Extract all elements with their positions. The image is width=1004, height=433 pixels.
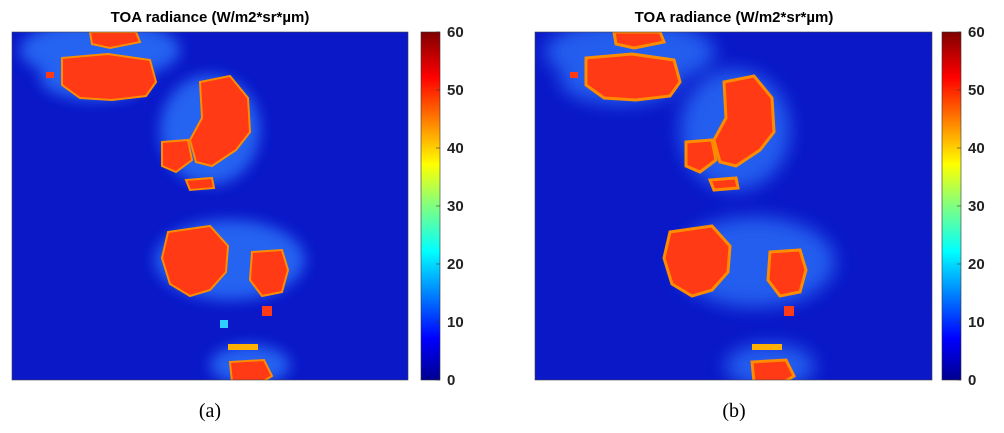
- colorbar-tick-label: 50: [968, 82, 985, 99]
- panel-b-colorbar-ticks: 0 10 20 30 40 50 60: [957, 24, 985, 389]
- panel-a-heatmap: [20, 32, 305, 380]
- panel-a-title: TOA radiance (W/m2*sr*µm): [111, 9, 310, 26]
- cloud-patch: [570, 72, 578, 78]
- colorbar-tick-label: 40: [447, 140, 464, 157]
- cloud-patch: [160, 224, 230, 298]
- panel-b-heatmap: [545, 32, 835, 380]
- cloud-patch: [88, 32, 142, 50]
- cloud-patch: [707, 176, 740, 192]
- cloud-patch: [712, 74, 776, 168]
- colorbar-tick-label: 10: [447, 314, 464, 331]
- cloud-patch: [61, 52, 158, 102]
- cloud-patch: [220, 320, 228, 328]
- cloud-patch: [784, 306, 794, 316]
- panel-b-frame: [534, 31, 933, 381]
- panel-a-frame: [11, 31, 409, 381]
- cloud-patch: [750, 358, 796, 380]
- colorbar-tick-label: 60: [447, 24, 464, 41]
- panel-b-clouds: [570, 32, 808, 380]
- colorbar-tick-label: 0: [968, 372, 976, 389]
- colorbar-tick-label: 20: [447, 256, 464, 273]
- cloud-patch: [228, 344, 258, 350]
- panel-a-colorbar-ticks: 0 10 20 30 40 50 60: [436, 24, 464, 389]
- colorbar-tick-label: 60: [968, 24, 985, 41]
- colorbar-tick-label: 30: [968, 198, 985, 215]
- panel-a: TOA radiance (W/m2*sr*µm): [11, 9, 464, 422]
- colorbar-tick-label: 40: [968, 140, 985, 157]
- cloud-patch: [662, 224, 732, 298]
- cloud-patch: [584, 52, 682, 102]
- colorbar-tick-label: 50: [447, 82, 464, 99]
- cloud-patch: [262, 306, 272, 316]
- colorbar-tick-label: 30: [447, 198, 464, 215]
- cloud-patch: [248, 248, 290, 298]
- cloud-patch: [752, 344, 782, 350]
- cloud-patch: [228, 358, 274, 380]
- colorbar-tick-label: 20: [968, 256, 985, 273]
- cloud-patch: [766, 248, 808, 298]
- colorbar-tick-label: 10: [968, 314, 985, 331]
- panel-b-title: TOA radiance (W/m2*sr*µm): [635, 9, 834, 26]
- colorbar-tick-label: 0: [447, 372, 455, 389]
- panel-b-label: (b): [722, 400, 745, 422]
- cloud-patch: [46, 72, 54, 78]
- cloud-patch: [612, 32, 667, 50]
- panel-b: TOA radiance (W/m2*sr*µm): [534, 9, 985, 422]
- cloud-patch: [684, 138, 718, 174]
- cloud-patch: [184, 176, 216, 192]
- cloud-patch: [188, 74, 252, 168]
- panel-a-label: (a): [199, 400, 221, 422]
- cloud-patch: [161, 138, 194, 174]
- panel-a-clouds: [46, 32, 290, 380]
